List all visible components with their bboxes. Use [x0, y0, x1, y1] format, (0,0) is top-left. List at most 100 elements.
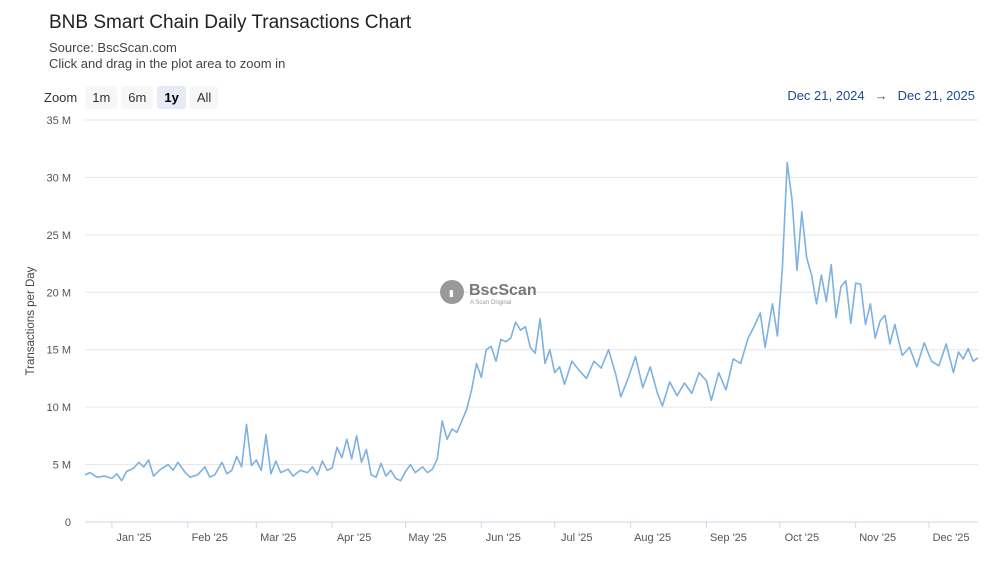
x-tick-label: Apr '25 [337, 532, 372, 544]
zoom-label: Zoom [44, 90, 78, 105]
data-point [548, 348, 552, 352]
data-point [519, 328, 523, 332]
zoom-6m-button[interactable]: 6m [121, 86, 154, 109]
data-point [435, 457, 439, 461]
data-point [570, 359, 574, 363]
data-point [426, 471, 430, 475]
data-point [88, 471, 92, 475]
x-tick-label: Nov '25 [859, 532, 896, 544]
x-tick-label: Jul '25 [561, 532, 592, 544]
data-point [132, 466, 136, 470]
data-point [364, 448, 368, 452]
data-point [413, 471, 417, 475]
data-point [311, 465, 315, 469]
data-point [183, 471, 187, 475]
data-point [306, 471, 310, 475]
data-point [225, 472, 229, 476]
data-point [504, 340, 508, 344]
data-point [952, 371, 956, 375]
data-point [900, 354, 904, 358]
data-point [849, 321, 853, 325]
x-tick-label: Dec '25 [933, 532, 970, 544]
x-tick-label: Feb '25 [192, 532, 228, 544]
data-point [868, 302, 872, 306]
data-point [335, 445, 339, 449]
data-point [291, 474, 295, 478]
data-point [95, 475, 99, 479]
data-point [286, 467, 290, 471]
data-point [690, 391, 694, 395]
data-point [883, 313, 887, 317]
data-point [563, 382, 567, 386]
data-point [844, 279, 848, 283]
data-point [859, 282, 863, 286]
data-point [264, 433, 268, 437]
data-point [763, 345, 767, 349]
data-point [188, 475, 192, 479]
data-point [345, 437, 349, 441]
x-tick-label: Jan '25 [116, 532, 151, 544]
data-point [152, 474, 156, 478]
data-point [724, 388, 728, 392]
data-point [421, 465, 425, 469]
data-point [976, 356, 980, 360]
data-point [249, 464, 253, 468]
y-tick-label: 15 M [47, 345, 71, 357]
data-point [523, 325, 527, 329]
data-point [235, 455, 239, 459]
data-point [509, 336, 513, 340]
chart-source: Source: BscScan.com [49, 40, 177, 55]
data-point [120, 479, 124, 483]
y-tick-label: 25 M [47, 230, 71, 242]
data-point [259, 468, 263, 472]
date-range: Dec 21, 2024 → Dec 21, 2025 [787, 88, 975, 103]
data-point [966, 347, 970, 351]
transactions-series-line [84, 161, 979, 482]
data-point [619, 395, 623, 399]
data-point [675, 394, 679, 398]
data-point [800, 210, 804, 214]
range-to[interactable]: Dec 21, 2025 [897, 88, 975, 103]
data-point [528, 345, 532, 349]
data-point [325, 468, 329, 472]
data-point [709, 398, 713, 402]
zoom-1m-button[interactable]: 1m [85, 86, 118, 109]
zoom-1y-button[interactable]: 1y [157, 86, 186, 109]
data-point [878, 319, 882, 323]
data-point [440, 419, 444, 423]
x-tick-label: Mar '25 [260, 532, 296, 544]
data-point [208, 475, 212, 479]
data-point [908, 345, 912, 349]
data-point [240, 465, 244, 469]
data-point [626, 376, 630, 380]
data-point [607, 348, 611, 352]
data-point [394, 476, 398, 480]
y-tick-label: 5 M [53, 460, 71, 472]
data-point [379, 461, 383, 465]
data-point [142, 465, 146, 469]
gridlines [85, 119, 978, 523]
data-point [230, 468, 234, 472]
data-point [810, 273, 814, 277]
data-point [915, 365, 919, 369]
watermark-tagline: A Scan Original [470, 300, 511, 306]
data-point [103, 474, 107, 478]
series-points [83, 161, 980, 483]
data-point [585, 376, 589, 380]
data-point [829, 263, 833, 267]
data-point [553, 371, 557, 375]
data-point [245, 422, 249, 426]
data-point [780, 267, 784, 271]
range-from[interactable]: Dec 21, 2024 [787, 88, 865, 103]
data-point [220, 460, 224, 464]
data-point [533, 351, 537, 355]
data-point [330, 466, 334, 470]
data-point [785, 161, 789, 165]
data-point [577, 368, 581, 372]
data-point [795, 269, 799, 273]
x-tick-label: May '25 [408, 532, 446, 544]
zoom-all-button[interactable]: All [189, 86, 219, 109]
data-point [771, 302, 775, 306]
data-point [315, 473, 319, 477]
